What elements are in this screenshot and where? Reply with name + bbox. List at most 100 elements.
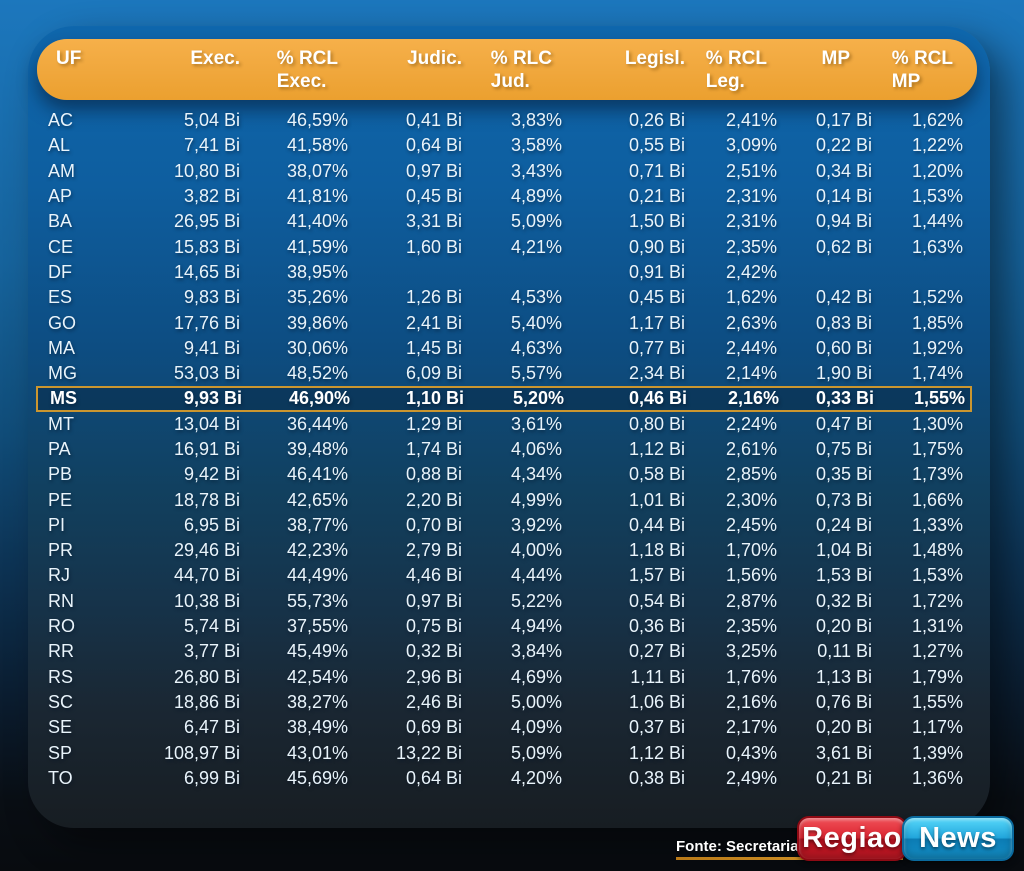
cell-pct-mp: 1,36% xyxy=(911,767,963,788)
cell-uf: PE xyxy=(48,489,73,510)
cell-exec: 3,77 Bi xyxy=(183,641,240,662)
cell-judic: 0,88 Bi xyxy=(405,464,462,485)
cell-mp: 0,20 Bi xyxy=(815,717,872,738)
cell-uf: AM xyxy=(48,160,75,181)
table-row: ES 9,83 Bi 35,26% 1,26 Bi 4,53% 0,45 Bi … xyxy=(36,285,972,310)
cell-pct-exec: 45,49% xyxy=(286,641,348,662)
cell-pct-leg: 2,51% xyxy=(725,160,777,181)
cell-pct-leg: 2,31% xyxy=(725,186,777,207)
cell-exec: 108,97 Bi xyxy=(163,742,240,763)
table-row: BA 26,95 Bi 41,40% 3,31 Bi 5,09% 1,50 Bi… xyxy=(36,209,972,234)
cell-pct-mp: 1,39% xyxy=(911,742,963,763)
cell-mp: 0,42 Bi xyxy=(815,287,872,308)
cell-exec: 17,76 Bi xyxy=(173,312,240,333)
column-header-rcl-leg: % RCL Leg. xyxy=(705,48,767,92)
cell-exec: 3,82 Bi xyxy=(183,186,240,207)
cell-exec: 29,46 Bi xyxy=(173,540,240,561)
cell-uf: PA xyxy=(48,439,71,459)
cell-exec: 18,78 Bi xyxy=(173,489,240,510)
cell-exec: 9,93 Bi xyxy=(183,388,242,409)
cell-uf: SC xyxy=(48,691,74,712)
table-row: SE 6,47 Bi 38,49% 0,69 Bi 4,09% 0,37 Bi … xyxy=(36,715,972,740)
cell-pct-mp: 1,33% xyxy=(911,514,963,535)
cell-judic: 2,41 Bi xyxy=(405,312,462,333)
cell-mp: 0,33 Bi xyxy=(815,388,874,409)
cell-judic: 0,64 Bi xyxy=(405,135,462,156)
cell-exec: 26,80 Bi xyxy=(173,666,240,687)
cell-legisl: 1,01 Bi xyxy=(628,489,685,510)
cell-judic: 4,46 Bi xyxy=(405,565,462,586)
cell-legisl: 0,21 Bi xyxy=(628,186,685,207)
logo-news: News xyxy=(902,816,1014,861)
cell-pct-jud: 4,44% xyxy=(510,565,562,586)
cell-pct-leg: 2,14% xyxy=(725,363,777,384)
cell-pct-mp: 1,75% xyxy=(911,439,963,459)
table-row: MA 9,41 Bi 30,06% 1,45 Bi 4,63% 0,77 Bi … xyxy=(36,336,972,361)
cell-pct-exec: 42,54% xyxy=(286,666,348,687)
cell-mp: 0,35 Bi xyxy=(815,464,872,485)
cell-uf: PB xyxy=(48,464,73,485)
cell-mp: 0,62 Bi xyxy=(815,236,872,257)
cell-legisl: 0,45 Bi xyxy=(628,287,685,308)
cell-judic: 0,97 Bi xyxy=(405,160,462,181)
cell-pct-jud: 3,92% xyxy=(510,514,562,535)
cell-legisl: 0,46 Bi xyxy=(628,388,687,409)
table-row: RR 3,77 Bi 45,49% 0,32 Bi 3,84% 0,27 Bi … xyxy=(36,639,972,664)
cell-exec: 26,95 Bi xyxy=(173,211,240,232)
column-header-rcl-mp: % RCL MP xyxy=(891,48,953,92)
table-row: RS 26,80 Bi 42,54% 2,96 Bi 4,69% 1,11 Bi… xyxy=(36,665,972,690)
table-row: MS 9,93 Bi 46,90% 1,10 Bi 5,20% 0,46 Bi … xyxy=(36,386,972,412)
cell-pct-mp: 1,27% xyxy=(911,641,963,662)
cell-pct-leg: 2,24% xyxy=(725,413,777,434)
cell-exec: 7,41 Bi xyxy=(183,135,240,156)
cell-pct-jud: 5,00% xyxy=(510,691,562,712)
table-row: AP 3,82 Bi 41,81% 0,45 Bi 4,89% 0,21 Bi … xyxy=(36,184,972,209)
cell-pct-mp: 1,30% xyxy=(911,413,963,434)
table-body: AC 5,04 Bi 46,59% 0,41 Bi 3,83% 0,26 Bi … xyxy=(28,108,990,791)
cell-uf: ES xyxy=(48,287,73,308)
table-row: PE 18,78 Bi 42,65% 2,20 Bi 4,99% 1,01 Bi… xyxy=(36,487,972,512)
table-row: AL 7,41 Bi 41,58% 0,64 Bi 3,58% 0,55 Bi … xyxy=(36,133,972,158)
cell-pct-exec: 46,41% xyxy=(286,464,348,485)
cell-exec: 53,03 Bi xyxy=(173,363,240,384)
cell-legisl: 0,90 Bi xyxy=(628,236,685,257)
cell-legisl: 0,36 Bi xyxy=(628,616,685,637)
cell-judic: 1,45 Bi xyxy=(405,337,462,358)
cell-pct-leg: 2,49% xyxy=(725,767,777,788)
cell-pct-mp: 1,20% xyxy=(911,160,963,181)
cell-pct-leg: 2,41% xyxy=(725,110,777,131)
cell-legisl: 1,57 Bi xyxy=(628,565,685,586)
cell-pct-leg: 2,16% xyxy=(725,691,777,712)
cell-pct-leg: 2,30% xyxy=(725,489,777,510)
cell-pct-leg: 0,43% xyxy=(725,742,777,763)
cell-legisl: 1,12 Bi xyxy=(628,439,685,459)
cell-exec: 13,04 Bi xyxy=(173,413,240,434)
cell-judic: 1,74 Bi xyxy=(405,439,462,459)
cell-uf: MT xyxy=(48,413,74,434)
cell-pct-jud: 4,21% xyxy=(510,236,562,257)
cell-uf: BA xyxy=(48,211,73,232)
cell-mp: 0,73 Bi xyxy=(815,489,872,510)
cell-judic: 0,69 Bi xyxy=(405,717,462,738)
table-row: RN 10,38 Bi 55,73% 0,97 Bi 5,22% 0,54 Bi… xyxy=(36,589,972,614)
cell-exec: 18,86 Bi xyxy=(173,691,240,712)
cell-judic: 3,31 Bi xyxy=(405,211,462,232)
cell-mp: 0,17 Bi xyxy=(815,110,872,131)
table-row: PB 9,42 Bi 46,41% 0,88 Bi 4,34% 0,58 Bi … xyxy=(36,462,972,487)
cell-pct-leg: 2,63% xyxy=(725,312,777,333)
cell-mp: 0,94 Bi xyxy=(815,211,872,232)
cell-pct-jud: 4,94% xyxy=(510,616,562,637)
cell-legisl: 1,06 Bi xyxy=(628,691,685,712)
table-row: SP 108,97 Bi 43,01% 13,22 Bi 5,09% 1,12 … xyxy=(36,740,972,765)
cell-mp: 0,83 Bi xyxy=(815,312,872,333)
table-header: UF Exec. % RCL Exec. Judic. % RLC Jud. L… xyxy=(37,39,977,100)
table-row: SC 18,86 Bi 38,27% 2,46 Bi 5,00% 1,06 Bi… xyxy=(36,690,972,715)
cell-legisl: 0,71 Bi xyxy=(628,160,685,181)
cell-pct-exec: 45,69% xyxy=(286,767,348,788)
table-row: DF 14,65 Bi 38,95% 0,91 Bi 2,42% xyxy=(36,260,972,285)
cell-pct-mp: 1,17% xyxy=(911,717,963,738)
cell-pct-leg: 2,87% xyxy=(725,590,777,611)
cell-exec: 44,70 Bi xyxy=(173,565,240,586)
cell-pct-exec: 41,58% xyxy=(286,135,348,156)
cell-exec: 15,83 Bi xyxy=(173,236,240,257)
